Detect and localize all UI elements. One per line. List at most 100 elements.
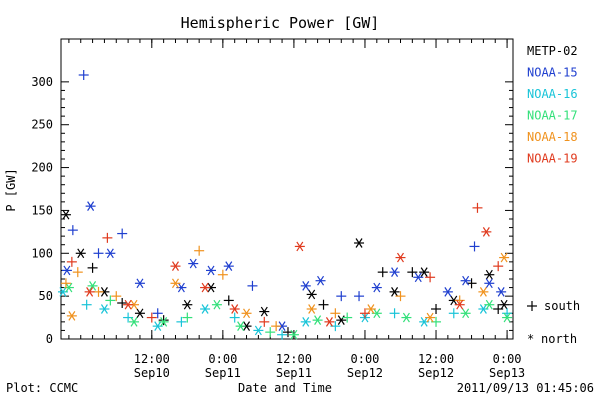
data-point-metp-02	[134, 308, 145, 319]
data-point-noaa-18	[60, 278, 71, 289]
data-point-noaa-18	[66, 311, 77, 321]
data-point-noaa-15	[354, 291, 365, 302]
data-point-noaa-16	[99, 304, 110, 314]
data-point-noaa-17	[342, 312, 353, 323]
data-point-noaa-15	[152, 308, 163, 319]
data-point-metp-02	[499, 299, 510, 310]
x-tick-date: Sep13	[489, 366, 525, 380]
y-tick-label: 150	[31, 203, 53, 217]
data-point-noaa-17	[158, 317, 169, 327]
data-point-noaa-19	[170, 261, 181, 271]
data-point-noaa-15	[223, 261, 234, 271]
legend: METP-02 NOAA-15 NOAA-16 NOAA-17 NOAA-18 NOAA-…	[527, 44, 578, 166]
x-tick-date: Sep11	[205, 366, 241, 380]
data-point-noaa-15	[442, 287, 453, 297]
data-point-noaa-18	[271, 321, 282, 332]
data-point-metp-02	[282, 327, 293, 338]
data-point-noaa-16	[448, 308, 459, 319]
data-point-noaa-17	[105, 295, 116, 306]
legend-south-label: south	[544, 299, 580, 313]
data-point-noaa-16	[300, 317, 311, 327]
data-point-noaa-15	[93, 248, 104, 259]
data-points	[57, 70, 513, 340]
y-axis: 0 50 100 150 200 250 300	[31, 75, 513, 346]
data-point-noaa-16	[176, 316, 187, 327]
y-tick-label: 250	[31, 118, 53, 132]
data-point-metp-02	[75, 248, 86, 259]
data-point-noaa-19	[259, 316, 270, 327]
x-axis-label: Date and Time	[238, 381, 332, 395]
data-point-noaa-15	[460, 275, 471, 286]
data-point-noaa-18	[72, 267, 83, 278]
legend-entry-metp-02: METP-02	[527, 44, 578, 58]
data-point-noaa-19	[425, 272, 436, 283]
chart-title: Hemispheric Power [GW]	[181, 14, 380, 32]
y-tick-label: 300	[31, 75, 53, 89]
data-point-noaa-18	[306, 304, 317, 314]
data-point-noaa-19	[472, 202, 483, 213]
data-point-noaa-18	[395, 291, 406, 302]
x-tick-time: 12:00	[276, 352, 312, 366]
data-point-noaa-19	[102, 232, 113, 243]
data-point-noaa-16	[81, 299, 92, 310]
y-tick-label: 200	[31, 161, 53, 175]
x-tick-date: Sep10	[134, 366, 170, 380]
legend-entry-noaa-17: NOAA-17	[527, 109, 578, 123]
legend-entry-noaa-16: NOAA-16	[527, 87, 578, 101]
legend-entry-noaa-18: NOAA-18	[527, 130, 578, 144]
x-tick-date: Sep11	[276, 366, 312, 380]
data-point-noaa-15	[67, 225, 78, 236]
data-point-noaa-15	[371, 282, 382, 293]
data-point-metp-02	[87, 262, 98, 273]
data-point-noaa-18	[499, 252, 510, 263]
data-point-metp-02	[306, 289, 317, 300]
data-point-noaa-17	[235, 321, 246, 331]
x-tick-date: Sep12	[347, 366, 383, 380]
x-tick-time: 0:00	[351, 352, 380, 366]
data-point-metp-02	[354, 238, 365, 248]
footer-timestamp: 2011/09/13 01:45:06	[457, 381, 594, 395]
data-point-metp-02	[419, 267, 430, 277]
data-point-noaa-15	[134, 278, 145, 289]
x-tick-date: Sep12	[418, 366, 454, 380]
data-point-noaa-17	[211, 299, 222, 310]
legend-entry-noaa-15: NOAA-15	[527, 66, 578, 80]
legend-north-label: north	[541, 332, 577, 346]
data-point-metp-02	[431, 304, 442, 314]
data-point-noaa-15	[206, 265, 217, 276]
data-point-noaa-15	[389, 267, 400, 277]
data-point-noaa-16	[200, 304, 211, 314]
data-point-metp-02	[223, 295, 234, 306]
data-point-noaa-19	[123, 299, 134, 310]
data-point-metp-02	[117, 298, 128, 308]
data-point-noaa-15	[496, 287, 507, 297]
data-point-noaa-18	[217, 269, 228, 280]
data-point-metp-02	[389, 287, 400, 297]
data-point-metp-02	[182, 299, 193, 310]
data-point-noaa-16	[389, 308, 400, 319]
data-point-noaa-17	[265, 327, 276, 338]
data-point-noaa-15	[469, 241, 480, 252]
data-point-noaa-15	[78, 70, 89, 80]
data-point-noaa-15	[336, 291, 347, 302]
plot-frame	[60, 38, 514, 340]
data-point-noaa-19	[493, 261, 504, 272]
data-point-metp-02	[466, 278, 477, 289]
data-point-metp-02	[484, 269, 495, 280]
data-point-noaa-19	[294, 241, 305, 252]
data-point-noaa-18	[170, 278, 181, 289]
y-axis-label: P [GW]	[4, 168, 18, 211]
data-point-noaa-16	[277, 329, 288, 340]
data-point-metp-02	[60, 209, 71, 220]
x-tick-time: 12:00	[134, 352, 170, 366]
data-point-noaa-19	[324, 317, 335, 327]
y-tick-label: 0	[46, 332, 53, 346]
data-point-noaa-19	[146, 312, 157, 323]
data-point-metp-02	[259, 306, 270, 317]
x-tick-time: 0:00	[208, 352, 237, 366]
data-point-noaa-17	[312, 315, 323, 325]
x-tick-time: 12:00	[418, 352, 454, 366]
data-point-noaa-15	[85, 201, 96, 211]
data-point-metp-02	[377, 267, 388, 278]
data-point-noaa-18	[330, 308, 341, 319]
